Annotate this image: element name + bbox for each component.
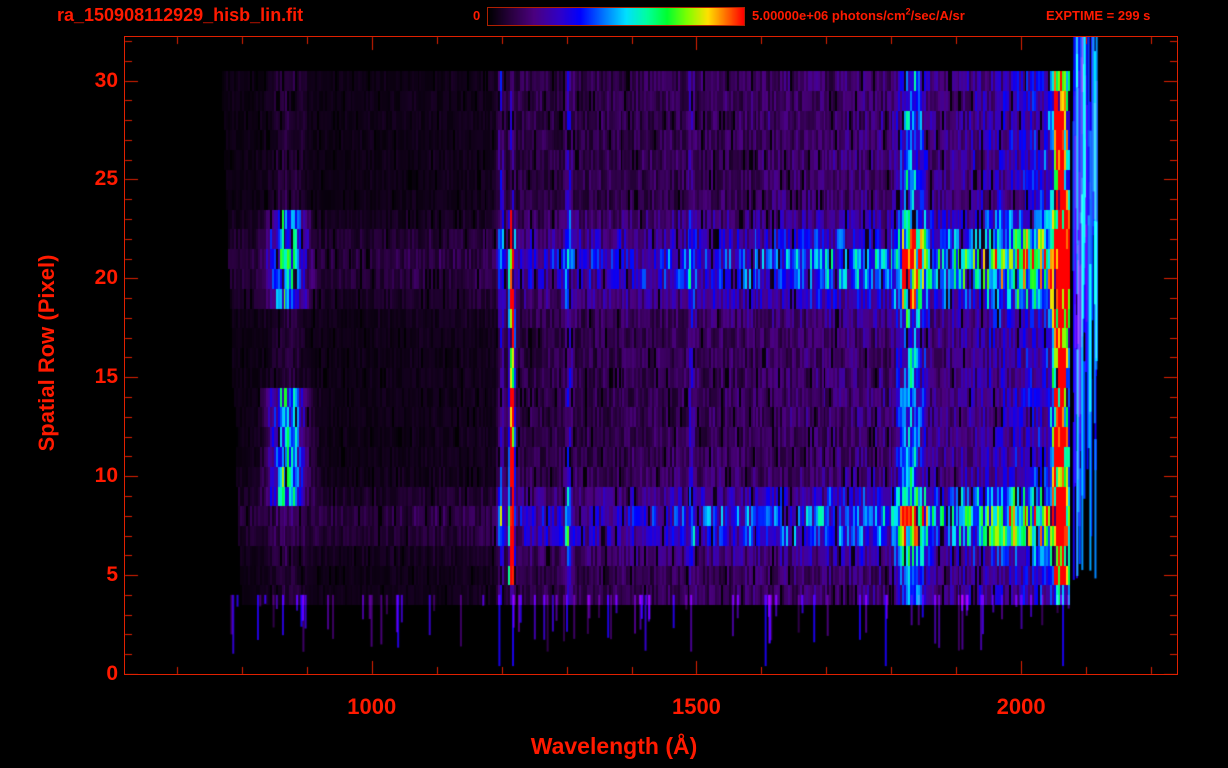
colorbar-units-suffix: /sec/A/sr	[910, 8, 965, 23]
y-tick-label-25: 25	[94, 167, 118, 191]
y-tick-label-0: 0	[106, 662, 118, 685]
colorbar-gradient	[487, 7, 745, 26]
y-tick-label-20: 20	[94, 266, 118, 290]
colorbar-max-label: 5.00000e+06 photons/cm2/sec/A/sr	[752, 6, 965, 23]
colorbar-units-prefix: 5.00000e+06 photons/cm	[752, 8, 906, 23]
colorbar-min-label: 0	[473, 8, 481, 23]
y-tick-label-10: 10	[94, 464, 118, 488]
y-tick-label-15: 15	[94, 365, 118, 389]
x-tick-label-1500: 1500	[671, 694, 721, 719]
y-axis-title: Spatial Row (Pixel)	[34, 254, 59, 452]
spectrogram-image	[125, 37, 1177, 674]
colorbar-units-exponent: 2	[905, 6, 911, 17]
y-axis-tick-labels: 0 5 10 15 20 25 30	[0, 0, 118, 768]
x-tick-label-2000: 2000	[996, 694, 1046, 719]
y-tick-label-30: 30	[94, 68, 118, 92]
page-title: ra_150908112929_hisb_lin.fit	[57, 5, 304, 25]
y-tick-label-5: 5	[106, 563, 118, 587]
x-tick-label-1000: 1000	[347, 694, 397, 719]
x-axis-title: Wavelength (Å)	[530, 733, 698, 759]
exptime-label: EXPTIME = 299 s	[1046, 8, 1151, 23]
